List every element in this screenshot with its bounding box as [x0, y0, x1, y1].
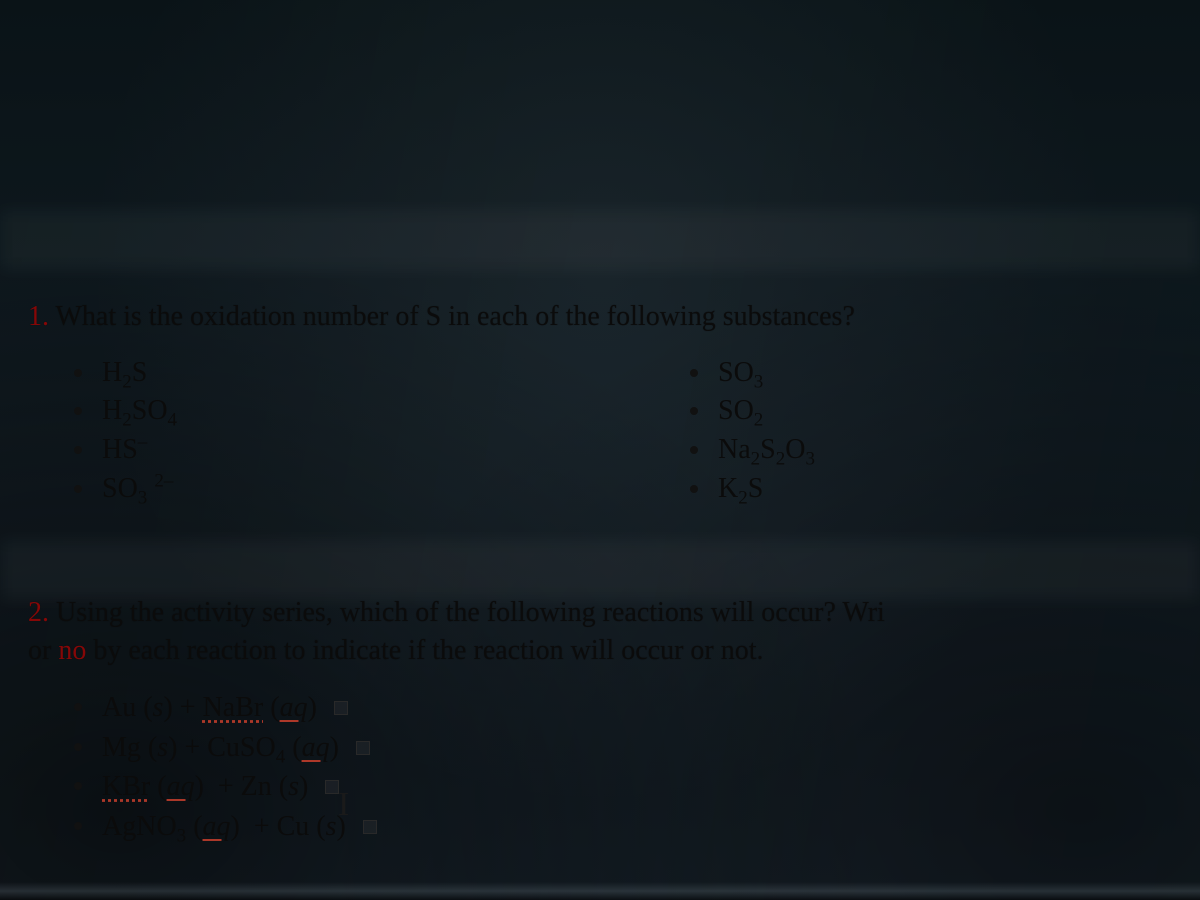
answer-box [363, 820, 377, 834]
q2-block: 2. Using the activity series, which of t… [28, 594, 1200, 847]
q2-reaction-item: Au (s) + NaBr (aq) [68, 688, 1200, 728]
q1-right-list: SO3SO2Na2S2O3K2S [684, 354, 1200, 509]
q1-left-item: H2SO4 [68, 392, 584, 431]
q1-right-item: SO3 [684, 354, 1200, 393]
q2-reaction-item: KBr (aq) + Zn (s) [68, 767, 1200, 807]
q2-reaction-item: Mg (s) + CuSO4 (aq) [68, 728, 1200, 768]
q2-reaction-list: Au (s) + NaBr (aq) Mg (s) + CuSO4 (aq) K… [68, 688, 1200, 847]
q1-columns: H2SH2SO4HS–SO3 2– SO3SO2Na2S2O3K2S [68, 354, 1200, 509]
q1-left-list: H2SH2SO4HS–SO3 2– [68, 354, 584, 509]
q1-right-item: Na2S2O3 [684, 431, 1200, 470]
answer-box [334, 701, 348, 715]
q1-text: What is the oxidation number of S in eac… [56, 301, 855, 332]
q1-right-item: K2S [684, 470, 1200, 509]
answer-box [325, 780, 339, 794]
q1-prompt: 1. What is the oxidation number of S in … [28, 298, 1200, 336]
q2-line1: Using the activity series, which of the … [56, 597, 885, 628]
q1-left-item: SO3 2– [68, 470, 584, 509]
screen-edge [0, 882, 1200, 900]
q2-line2b: by each reaction to indicate if the reac… [86, 635, 763, 666]
q2-line2a: or [28, 635, 58, 666]
q1-left-item: HS– [68, 431, 584, 470]
q2-prompt: 2. Using the activity series, which of t… [28, 594, 1200, 670]
q2-no: no [58, 635, 86, 666]
q2-reaction-item: AgNO3 (aq) + Cu (s) [68, 807, 1200, 847]
q1-number: 1. [28, 301, 49, 332]
q1-right-item: SO2 [684, 392, 1200, 431]
answer-box [356, 741, 370, 755]
q1-left-item: H2S [68, 354, 584, 393]
q2-number: 2. [28, 597, 49, 628]
worksheet-content: 1. What is the oxidation number of S in … [28, 298, 1200, 847]
